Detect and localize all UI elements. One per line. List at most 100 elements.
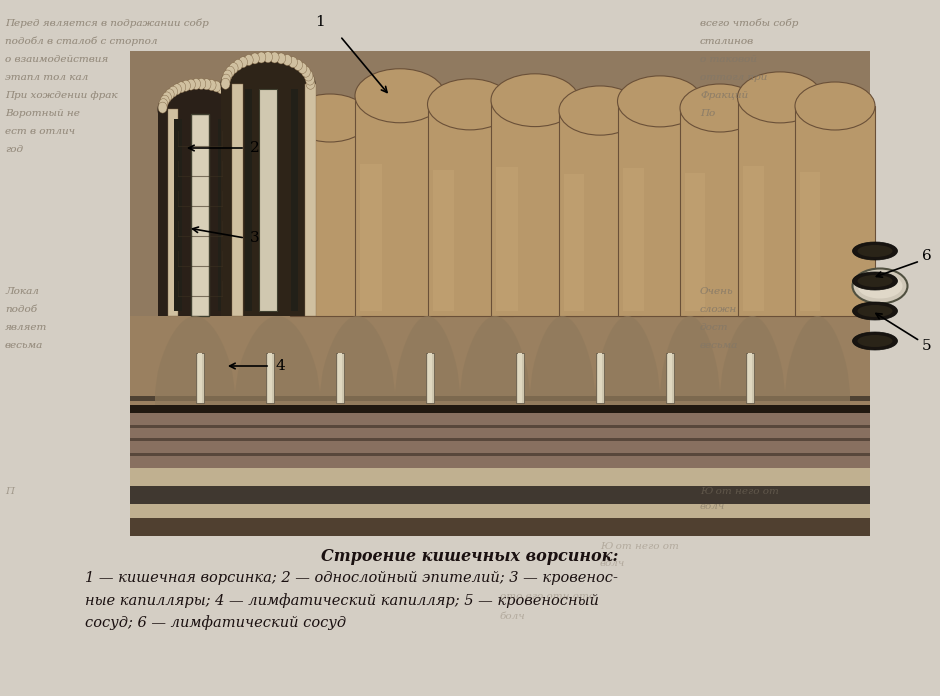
Bar: [130, 468, 870, 486]
Bar: [795, 106, 875, 316]
Bar: [130, 425, 870, 428]
Bar: [198, 353, 202, 403]
Ellipse shape: [559, 86, 641, 135]
Text: Очень: Очень: [700, 287, 733, 296]
Ellipse shape: [227, 90, 236, 102]
Bar: [130, 316, 870, 413]
Text: весьма: весьма: [700, 341, 738, 350]
Text: сталинов: сталинов: [700, 37, 754, 46]
Ellipse shape: [857, 245, 892, 257]
Text: о взаимодействия: о взаимодействия: [5, 55, 108, 64]
Bar: [130, 396, 870, 401]
Ellipse shape: [158, 102, 167, 113]
Ellipse shape: [306, 78, 315, 89]
Bar: [680, 108, 760, 316]
Text: 4: 4: [275, 359, 285, 373]
Ellipse shape: [257, 52, 266, 63]
Text: подобл в сталоб с сторпол: подобл в сталоб с сторпол: [5, 36, 158, 46]
Ellipse shape: [853, 302, 898, 320]
Ellipse shape: [221, 58, 316, 110]
Ellipse shape: [221, 85, 229, 96]
Ellipse shape: [225, 88, 233, 98]
Ellipse shape: [232, 100, 242, 111]
Ellipse shape: [233, 59, 243, 70]
Ellipse shape: [304, 70, 313, 81]
Ellipse shape: [857, 305, 892, 317]
Text: этапл тол кал: этапл тол кал: [5, 73, 88, 82]
Ellipse shape: [159, 99, 168, 109]
Bar: [130, 486, 870, 504]
Bar: [518, 353, 522, 403]
Ellipse shape: [244, 54, 253, 65]
Ellipse shape: [857, 274, 902, 299]
Text: Локал: Локал: [5, 287, 39, 296]
Text: всего чтобы собр: всего чтобы собр: [700, 19, 798, 28]
Ellipse shape: [276, 53, 286, 64]
Text: весьма: весьма: [5, 341, 43, 350]
Text: 5: 5: [922, 339, 932, 353]
Text: При хождении фрак: При хождении фрак: [5, 91, 118, 100]
Ellipse shape: [298, 63, 306, 74]
Ellipse shape: [239, 57, 247, 68]
Ellipse shape: [222, 74, 230, 85]
Bar: [666, 353, 674, 403]
Ellipse shape: [857, 275, 892, 287]
Text: 2: 2: [250, 141, 259, 155]
Bar: [743, 166, 763, 311]
Ellipse shape: [181, 80, 191, 91]
Text: 6: 6: [922, 249, 932, 263]
Text: ные капилляры; 4 — лимфатический капилляр; 5 — кровеносный: ные капилляры; 4 — лимфатический капилля…: [85, 593, 599, 608]
Text: Перед является в подражании собр: Перед является в подражании собр: [5, 19, 209, 28]
Ellipse shape: [289, 57, 297, 68]
Text: Локал: Локал: [5, 287, 39, 296]
Text: являет: являет: [5, 323, 47, 332]
Bar: [130, 504, 870, 518]
Text: подоб: подоб: [5, 305, 37, 314]
Text: По: По: [700, 109, 715, 118]
Bar: [428, 353, 432, 403]
Bar: [231, 84, 243, 316]
Ellipse shape: [857, 335, 892, 347]
Ellipse shape: [355, 69, 445, 122]
Text: ест в отлич: ест в отлич: [5, 127, 75, 136]
Text: год: год: [5, 145, 24, 154]
Bar: [355, 96, 445, 316]
Text: сложн: сложн: [700, 305, 737, 314]
Text: сосуд; 6 — лимфатический сосуд: сосуд; 6 — лимфатический сосуд: [85, 615, 346, 630]
Text: При хождении фрак: При хождении фрак: [5, 91, 118, 100]
Bar: [746, 353, 754, 403]
Bar: [130, 51, 870, 316]
Ellipse shape: [428, 79, 512, 130]
Text: По: По: [700, 109, 715, 118]
Text: 1 — кишечная ворсинка; 2 — однослойный эпителий; 3 — кровенос-: 1 — кишечная ворсинка; 2 — однослойный э…: [85, 571, 618, 585]
Bar: [295, 179, 315, 311]
Ellipse shape: [186, 79, 196, 90]
Ellipse shape: [302, 66, 310, 77]
Text: о таковой: о таковой: [700, 55, 757, 64]
Text: о таковой: о таковой: [700, 55, 757, 64]
Bar: [130, 413, 870, 468]
Bar: [596, 353, 604, 403]
Text: 3: 3: [250, 231, 259, 245]
Ellipse shape: [738, 72, 822, 123]
Ellipse shape: [233, 104, 242, 115]
Text: Воротный не: Воротный не: [5, 109, 80, 118]
Ellipse shape: [795, 82, 875, 130]
Bar: [130, 453, 870, 456]
Ellipse shape: [177, 82, 186, 93]
Ellipse shape: [221, 78, 230, 89]
Bar: [130, 518, 870, 536]
Bar: [266, 353, 274, 403]
Bar: [685, 173, 705, 311]
Ellipse shape: [306, 74, 315, 85]
Text: Воротный не: Воротный не: [5, 109, 80, 118]
Text: Ю от него от: Ю от него от: [700, 487, 779, 496]
Bar: [191, 114, 209, 316]
Bar: [290, 118, 370, 316]
Bar: [668, 353, 672, 403]
Ellipse shape: [158, 84, 243, 135]
Text: Перед является в подражании собр: Перед является в подражании собр: [5, 19, 209, 28]
Text: Фракций: Фракций: [700, 91, 748, 100]
Text: этапл тол кал: этапл тол кал: [5, 73, 88, 82]
Text: ест в отлич: ест в отлич: [5, 127, 75, 136]
